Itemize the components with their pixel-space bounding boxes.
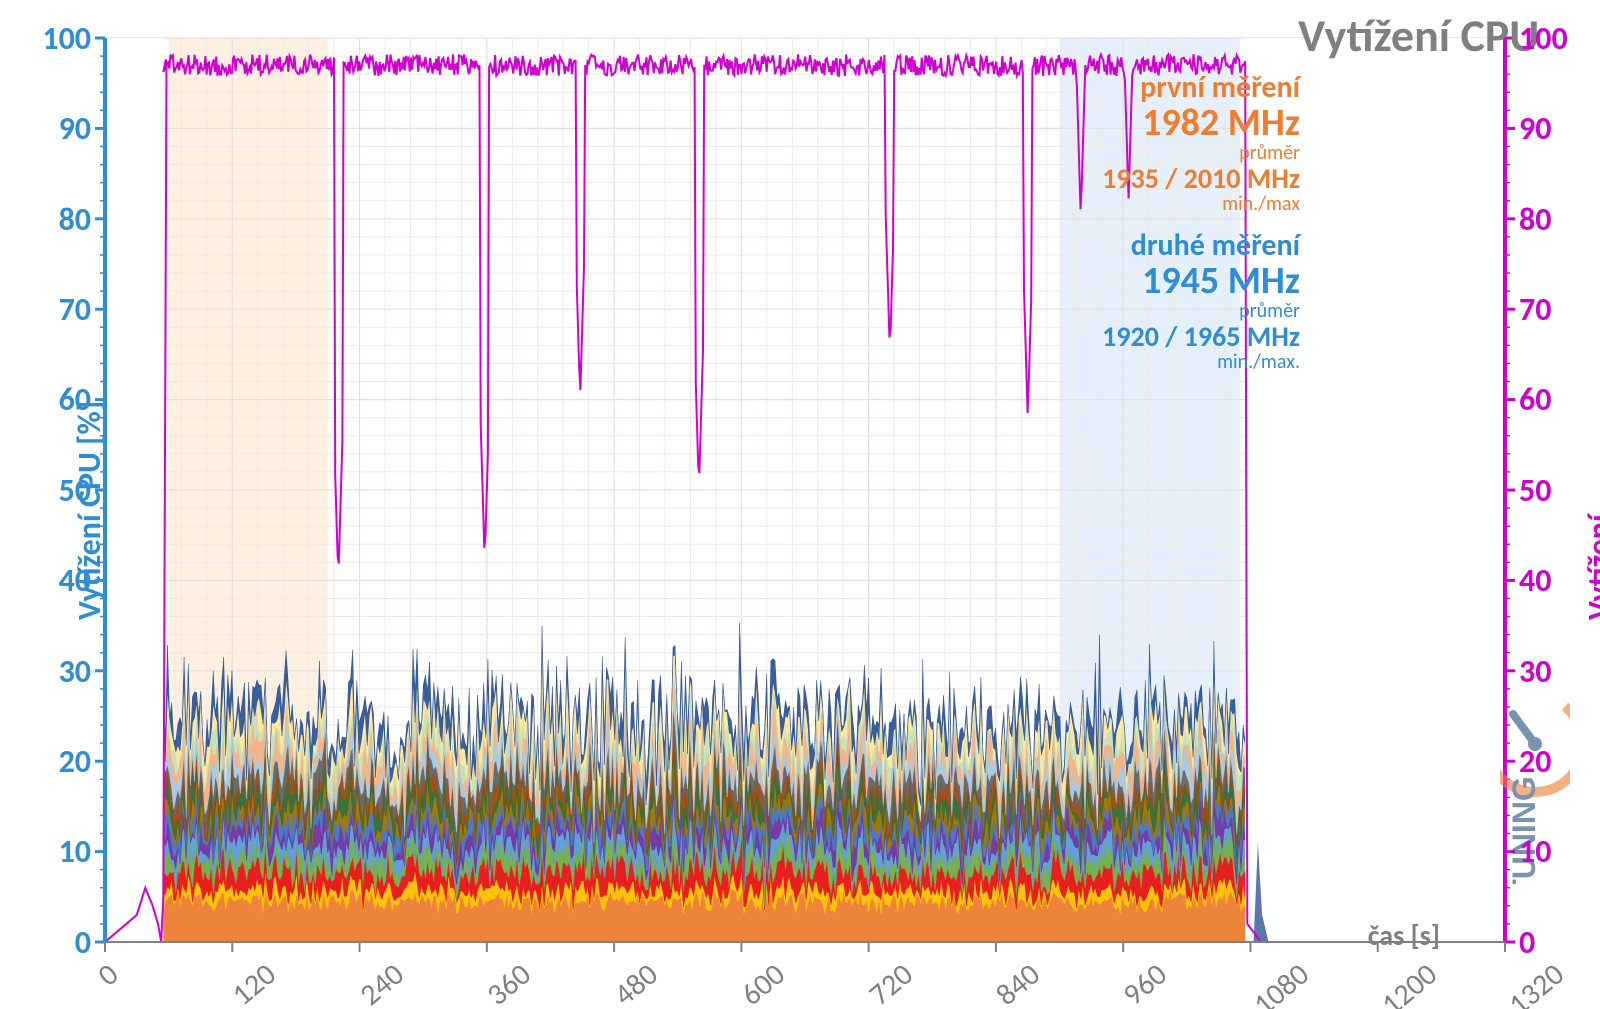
info1-header: první měření [1102, 72, 1300, 104]
y-left-tick: 30 [59, 652, 91, 691]
y-right-tick: 80 [1519, 200, 1551, 239]
y-left-tick: 60 [59, 380, 91, 419]
chart-container: Vytížení CPU Vytížení CPU [%] Vytížení G… [0, 0, 1600, 1009]
y-left-tick: 80 [59, 200, 91, 239]
y-left-tick: 0 [75, 923, 91, 962]
y-right-tick: 10 [1519, 832, 1551, 871]
y-axis-right-label: Vytížení GPU [%] [1580, 514, 1600, 620]
x-axis-label: čas [s] [1368, 918, 1440, 953]
y-right-text: Vytížení GPU [%] [1580, 514, 1600, 620]
y-right-tick: 90 [1519, 109, 1551, 148]
chart-svg [0, 0, 1600, 1009]
x-axis-text: čas [s] [1368, 918, 1440, 953]
y-left-tick: 40 [59, 561, 91, 600]
info1-range: 1935 / 2010 MHz [1102, 164, 1300, 193]
info2-mhz: 1945 MHz [1102, 262, 1300, 302]
info2-sub2: min./max. [1102, 352, 1300, 373]
chart-title: Vytížení CPU [1298, 8, 1539, 64]
y-right-tick: 20 [1519, 742, 1551, 781]
title-text: Vytížení CPU [1298, 8, 1539, 64]
y-left-tick: 70 [59, 290, 91, 329]
info1-sub2: min./max [1102, 194, 1300, 215]
y-right-tick: 0 [1519, 923, 1535, 962]
y-right-tick: 70 [1519, 290, 1551, 329]
y-left-tick: 20 [59, 742, 91, 781]
y-left-tick: 50 [59, 471, 91, 510]
info1-mhz: 1982 MHz [1102, 104, 1300, 144]
y-right-tick: 60 [1519, 380, 1551, 419]
info-block-first: první měření 1982 MHz průměr 1935 / 2010… [1102, 72, 1300, 215]
info2-range: 1920 / 1965 MHz [1102, 322, 1300, 351]
y-right-tick: 40 [1519, 561, 1551, 600]
info-block-second: druhé měření 1945 MHz průměr 1920 / 1965… [1102, 230, 1300, 373]
y-right-tick: 50 [1519, 471, 1551, 510]
y-right-tick: 30 [1519, 652, 1551, 691]
info2-header: druhé měření [1102, 230, 1300, 262]
y-left-tick: 100 [42, 19, 91, 58]
y-left-tick: 90 [59, 109, 91, 148]
y-right-tick: 100 [1519, 19, 1568, 58]
y-left-tick: 10 [59, 832, 91, 871]
